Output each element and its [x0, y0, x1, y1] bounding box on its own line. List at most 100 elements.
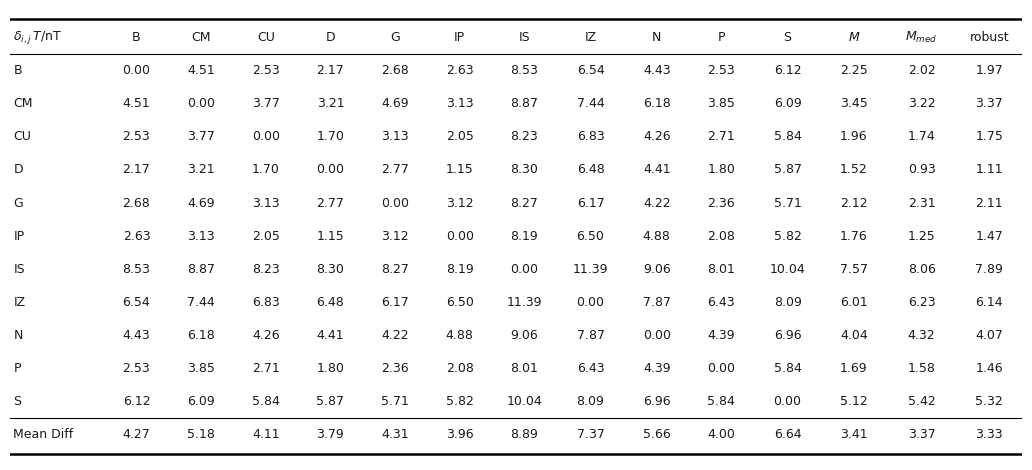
Text: 6.09: 6.09 [187, 395, 215, 408]
Text: CU: CU [13, 130, 31, 143]
Text: 3.21: 3.21 [188, 164, 215, 176]
Text: 1.15: 1.15 [317, 230, 345, 243]
Text: 2.71: 2.71 [708, 130, 735, 143]
Text: $M_{med}$: $M_{med}$ [905, 30, 938, 45]
Text: 6.23: 6.23 [908, 296, 935, 309]
Text: 0.00: 0.00 [123, 64, 151, 77]
Text: 2.77: 2.77 [317, 196, 345, 210]
Text: IS: IS [13, 263, 25, 276]
Text: 0.00: 0.00 [317, 164, 345, 176]
Text: IS: IS [518, 31, 530, 44]
Text: 0.00: 0.00 [446, 230, 474, 243]
Text: 5.66: 5.66 [643, 429, 671, 441]
Text: 4.39: 4.39 [643, 362, 671, 375]
Text: 3.77: 3.77 [187, 130, 215, 143]
Text: 6.14: 6.14 [975, 296, 1003, 309]
Text: 6.96: 6.96 [774, 329, 802, 342]
Text: 0.00: 0.00 [381, 196, 409, 210]
Text: IP: IP [13, 230, 25, 243]
Text: 4.22: 4.22 [643, 196, 671, 210]
Text: 7.57: 7.57 [840, 263, 868, 276]
Text: 5.82: 5.82 [774, 230, 802, 243]
Text: 5.82: 5.82 [446, 395, 474, 408]
Text: 6.48: 6.48 [317, 296, 345, 309]
Text: 8.01: 8.01 [511, 362, 539, 375]
Text: 0.00: 0.00 [187, 97, 215, 110]
Text: 3.13: 3.13 [188, 230, 215, 243]
Text: 6.12: 6.12 [123, 395, 151, 408]
Text: 1.11: 1.11 [975, 164, 1003, 176]
Text: 4.26: 4.26 [643, 130, 671, 143]
Text: 5.84: 5.84 [252, 395, 280, 408]
Text: 4.43: 4.43 [643, 64, 671, 77]
Text: 2.12: 2.12 [840, 196, 868, 210]
Text: 7.44: 7.44 [187, 296, 215, 309]
Text: 4.11: 4.11 [252, 429, 280, 441]
Text: 4.69: 4.69 [381, 97, 409, 110]
Text: 4.26: 4.26 [252, 329, 280, 342]
Text: 3.77: 3.77 [252, 97, 280, 110]
Text: 4.88: 4.88 [643, 230, 671, 243]
Text: D: D [326, 31, 335, 44]
Text: 2.63: 2.63 [123, 230, 151, 243]
Text: 2.08: 2.08 [446, 362, 474, 375]
Text: 2.25: 2.25 [840, 64, 868, 77]
Text: 2.68: 2.68 [123, 196, 151, 210]
Text: 1.74: 1.74 [908, 130, 935, 143]
Text: 5.84: 5.84 [774, 130, 802, 143]
Text: 8.89: 8.89 [511, 429, 539, 441]
Text: 1.58: 1.58 [908, 362, 936, 375]
Text: $\delta_{i,j}\,T$/nT: $\delta_{i,j}\,T$/nT [13, 29, 62, 46]
Text: S: S [783, 31, 792, 44]
Text: 8.27: 8.27 [511, 196, 539, 210]
Text: 3.79: 3.79 [317, 429, 345, 441]
Text: 7.87: 7.87 [577, 329, 605, 342]
Text: 4.51: 4.51 [123, 97, 151, 110]
Text: 5.42: 5.42 [908, 395, 935, 408]
Text: P: P [13, 362, 21, 375]
Text: 3.13: 3.13 [252, 196, 280, 210]
Text: 4.39: 4.39 [708, 329, 735, 342]
Text: 3.45: 3.45 [840, 97, 868, 110]
Text: 5.87: 5.87 [774, 164, 802, 176]
Text: 2.17: 2.17 [317, 64, 345, 77]
Text: 3.13: 3.13 [446, 97, 474, 110]
Text: 4.27: 4.27 [123, 429, 151, 441]
Text: 3.12: 3.12 [446, 196, 474, 210]
Text: 7.44: 7.44 [577, 97, 605, 110]
Text: 8.30: 8.30 [511, 164, 539, 176]
Text: 6.18: 6.18 [187, 329, 215, 342]
Text: 4.51: 4.51 [187, 64, 215, 77]
Text: CM: CM [13, 97, 33, 110]
Text: 9.06: 9.06 [511, 329, 539, 342]
Text: 0.00: 0.00 [707, 362, 736, 375]
Text: 6.54: 6.54 [577, 64, 605, 77]
Text: 2.08: 2.08 [708, 230, 736, 243]
Text: 6.96: 6.96 [643, 395, 671, 408]
Text: 8.19: 8.19 [511, 230, 539, 243]
Text: 1.70: 1.70 [252, 164, 280, 176]
Text: 8.87: 8.87 [511, 97, 539, 110]
Text: 4.00: 4.00 [708, 429, 736, 441]
Text: 4.69: 4.69 [188, 196, 215, 210]
Text: 1.69: 1.69 [840, 362, 868, 375]
Text: 3.85: 3.85 [708, 97, 736, 110]
Text: 3.13: 3.13 [381, 130, 409, 143]
Text: 2.17: 2.17 [123, 164, 151, 176]
Text: 1.46: 1.46 [975, 362, 1003, 375]
Text: 2.05: 2.05 [252, 230, 280, 243]
Text: 4.07: 4.07 [975, 329, 1003, 342]
Text: 6.43: 6.43 [708, 296, 735, 309]
Text: 0.00: 0.00 [774, 395, 802, 408]
Text: 7.87: 7.87 [643, 296, 671, 309]
Text: B: B [13, 64, 22, 77]
Text: 0.00: 0.00 [643, 329, 671, 342]
Text: 3.21: 3.21 [317, 97, 345, 110]
Text: 8.87: 8.87 [187, 263, 215, 276]
Text: 2.53: 2.53 [123, 362, 151, 375]
Text: 9.06: 9.06 [643, 263, 671, 276]
Text: 8.19: 8.19 [446, 263, 474, 276]
Text: 8.01: 8.01 [708, 263, 736, 276]
Text: 10.04: 10.04 [507, 395, 542, 408]
Text: 2.71: 2.71 [252, 362, 280, 375]
